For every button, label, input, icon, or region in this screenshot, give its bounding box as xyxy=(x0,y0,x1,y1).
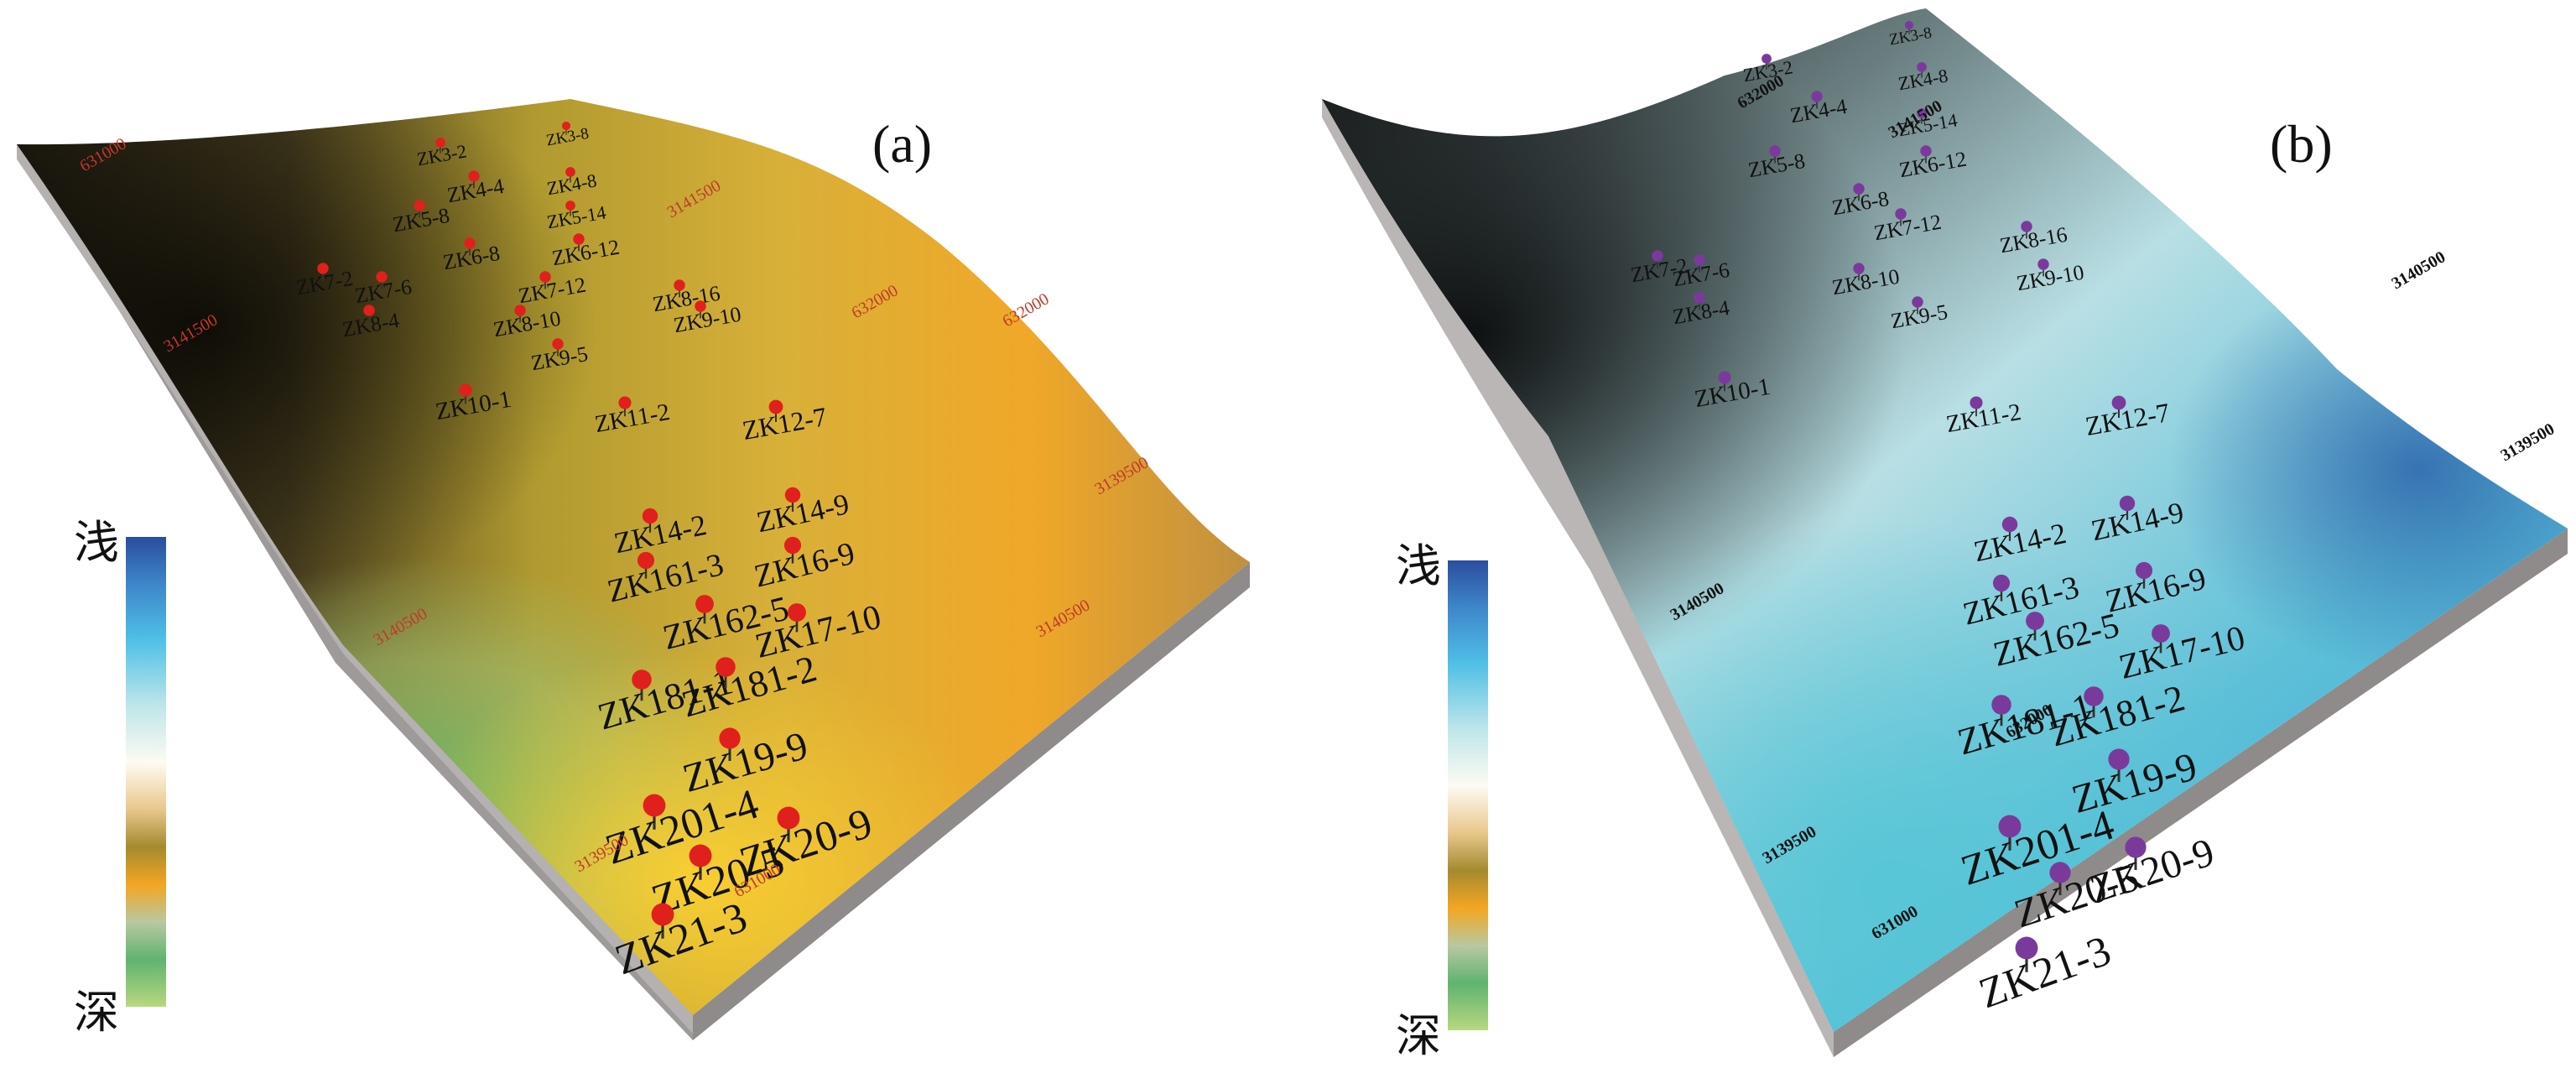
well-dot xyxy=(1694,292,1705,304)
well-dot xyxy=(2119,495,2136,512)
well-dot xyxy=(2111,395,2126,410)
well-dot xyxy=(1762,54,1772,64)
well-dot xyxy=(695,595,714,613)
well-dot xyxy=(2125,836,2147,858)
well-dot xyxy=(565,201,575,211)
well-dot xyxy=(464,237,476,249)
well-dot xyxy=(2021,221,2032,232)
well-dot xyxy=(783,536,802,555)
legend-top-label-a: 浅 xyxy=(74,518,119,568)
box-left-wall-a xyxy=(17,144,693,1034)
well-dot xyxy=(642,508,658,524)
terrain-shade-cyan-b xyxy=(1322,8,2568,1032)
well-dot xyxy=(1998,815,2022,838)
well-dot xyxy=(784,487,801,503)
surface-b-svg: ZK3-2ZK3-8ZK4-4ZK4-8ZK5-8ZK5-14ZK6-8ZK6-… xyxy=(1322,8,2568,1057)
well-dot xyxy=(2001,516,2018,533)
well-dot xyxy=(643,794,666,817)
well-dot xyxy=(637,551,655,570)
well-dot xyxy=(651,903,674,926)
well-dot xyxy=(695,300,706,312)
well-dot xyxy=(1991,695,2011,715)
legend-bottom-label-a: 深 xyxy=(74,987,119,1038)
well-dot xyxy=(573,233,585,245)
panel-label-b: (b) xyxy=(2270,114,2333,174)
well-dot xyxy=(674,279,685,291)
well-dot xyxy=(2026,612,2044,630)
well-dot xyxy=(777,806,800,830)
well-dot xyxy=(1853,263,1865,274)
well-dot xyxy=(1652,250,1663,262)
well-dot xyxy=(1694,254,1705,266)
panel-b: ZK3-2 ZK3-8 ZK4-4 ZK4-8 ZK5-8 ZK5-14 ZK6-8 ZK6-… xyxy=(1288,0,2576,1068)
well-dot xyxy=(468,170,480,182)
well-dot xyxy=(768,399,783,414)
box-left-wall-b xyxy=(1322,99,1834,1057)
well-dot xyxy=(363,305,375,316)
box-front-side-a xyxy=(693,562,1250,1040)
well-dot xyxy=(459,383,472,397)
well-dot xyxy=(565,167,575,177)
well-dot xyxy=(689,844,712,867)
coordinate-label: 3139500 xyxy=(2498,419,2558,465)
well-dot xyxy=(1920,145,1932,157)
well-dot xyxy=(514,305,526,316)
panel-label-a: (a) xyxy=(872,114,933,174)
well-dot xyxy=(2152,624,2170,643)
well-dot xyxy=(317,263,329,274)
well-dot xyxy=(2037,258,2049,270)
color-scale-bar-a xyxy=(126,537,166,1007)
well-dot xyxy=(1853,183,1865,195)
panel-a: ZK3-2 ZK3-8 ZK4-4 ZK4-8 ZK5-8 ZK5-14 ZK6-8 ZK6-… xyxy=(17,99,1250,1040)
well-dot xyxy=(2049,862,2071,883)
well-dot xyxy=(1912,296,1923,308)
well-dot xyxy=(632,669,652,690)
well-dot xyxy=(618,396,632,409)
well-dot xyxy=(414,200,425,211)
well-dot xyxy=(1811,91,1823,102)
well-dot xyxy=(1718,371,1731,384)
well-dot xyxy=(716,657,736,677)
legend-bottom-label-b: 深 xyxy=(1396,1011,1441,1061)
well-dot xyxy=(435,138,445,148)
coordinate-label: 3140500 xyxy=(2389,247,2449,293)
well-dot xyxy=(561,121,571,131)
well-dot xyxy=(1917,62,1927,72)
well-dot xyxy=(1970,396,1983,409)
well-dot xyxy=(1917,108,1927,118)
well-dot xyxy=(1904,20,1914,30)
box-front-side-b xyxy=(1834,529,2568,1057)
legend-top-label-b: 浅 xyxy=(1396,541,1441,591)
well-dot xyxy=(1992,574,2011,592)
well-dot xyxy=(376,271,388,283)
well-dot xyxy=(719,727,741,749)
well-dot xyxy=(1769,145,1781,157)
well-dot xyxy=(1895,208,1907,220)
well-dot xyxy=(539,271,551,283)
color-scale-bar-b xyxy=(1448,560,1488,1030)
well-dot xyxy=(2084,686,2104,706)
well-dot xyxy=(552,338,564,350)
well-dot xyxy=(2015,936,2038,960)
well-dot xyxy=(788,603,806,622)
well-dot xyxy=(2108,748,2130,770)
terrain-shade-yellow-a xyxy=(17,99,1250,1015)
well-dot xyxy=(2135,561,2153,580)
